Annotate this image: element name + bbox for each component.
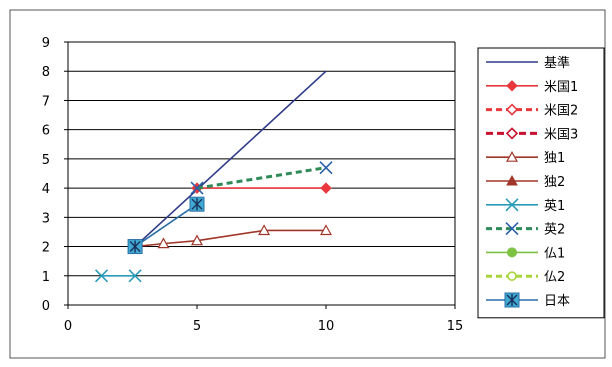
marker-diamond-open xyxy=(505,103,519,116)
x-tick-label: 15 xyxy=(447,319,464,334)
x-tick-label: 5 xyxy=(193,319,201,334)
legend-label: 英1 xyxy=(544,199,565,214)
legend-item: 米国2 xyxy=(486,103,578,119)
series-10 xyxy=(127,196,205,255)
y-tick-label: 2 xyxy=(42,241,50,256)
marker-x xyxy=(505,222,519,236)
marker-circle xyxy=(507,247,517,258)
marker-triangle-open xyxy=(319,224,333,236)
legend-box xyxy=(477,47,605,319)
marker-x-stroke xyxy=(505,222,519,236)
legend-label: 基準 xyxy=(544,55,570,71)
legend-item: 独1 xyxy=(486,150,565,166)
marker-square-asterisk xyxy=(504,292,520,308)
legend-label: 英2 xyxy=(544,223,565,238)
marker-x-stroke xyxy=(94,269,109,283)
marker-x xyxy=(128,269,142,283)
marker-x-stroke xyxy=(190,181,204,195)
legend-item: 基準 xyxy=(486,55,570,71)
x-tick-label: 0 xyxy=(64,319,72,334)
series-6 xyxy=(94,269,142,283)
marker-x-stroke xyxy=(505,198,519,212)
legend-item: 米国1 xyxy=(486,80,578,95)
marker-square-asterisk xyxy=(189,196,205,212)
plot-area: 0 1 2 3 4 5 6 7 8 9 0 5 10 15 xyxy=(42,36,464,334)
y-tick-label: 3 xyxy=(42,211,50,226)
marker-diamond xyxy=(506,80,518,92)
y-tick-label: 9 xyxy=(42,36,50,51)
y-tick-label: 5 xyxy=(42,153,50,168)
marker-triangle-open xyxy=(190,234,204,246)
y-tick-label: 7 xyxy=(42,94,50,109)
marker-triangle-open xyxy=(258,224,271,236)
series-line xyxy=(196,166,327,190)
marker-circle-open xyxy=(507,271,517,282)
y-tick-label: 0 xyxy=(42,299,50,314)
marker-diamond-open xyxy=(505,127,519,140)
y-tick-label: 4 xyxy=(42,182,50,197)
marker-x-stroke xyxy=(128,269,142,283)
x-tick-label: 10 xyxy=(318,319,335,334)
legend-label: 独2 xyxy=(544,175,565,190)
marker-x xyxy=(319,161,333,175)
marker-square-asterisk xyxy=(127,239,143,255)
marker-x xyxy=(505,198,519,212)
y-tick-label: 8 xyxy=(42,65,50,80)
legend-label: 米国2 xyxy=(544,104,578,119)
y-tick-label: 6 xyxy=(42,124,50,139)
legend-item: 英2 xyxy=(486,222,565,238)
marker-triangle xyxy=(506,174,518,186)
legend-label: 米国1 xyxy=(544,80,578,95)
legend-item: 独2 xyxy=(486,174,565,190)
legend-item: 仏1 xyxy=(486,246,565,261)
legend-label: 米国3 xyxy=(544,127,578,142)
legend-item: 仏2 xyxy=(486,270,565,285)
series-0 xyxy=(134,70,327,248)
series-line xyxy=(134,203,198,248)
series-7 xyxy=(190,161,333,195)
legend-item: 英1 xyxy=(486,198,565,214)
legend-label: 独1 xyxy=(544,151,565,166)
marker-x xyxy=(190,181,204,195)
marker-triangle-open xyxy=(157,237,170,249)
legend-label: 日本 xyxy=(544,294,570,309)
legend-label: 仏2 xyxy=(544,270,565,285)
legend-label: 仏1 xyxy=(544,246,565,261)
series-line xyxy=(134,70,327,248)
marker-diamond xyxy=(320,182,332,194)
y-tick-label: 1 xyxy=(42,270,50,285)
legend-item: 米国3 xyxy=(486,127,578,142)
legend-item: 日本 xyxy=(486,292,570,309)
marker-triangle-open xyxy=(505,150,519,162)
marker-x xyxy=(94,269,109,283)
marker-x-stroke xyxy=(319,161,333,175)
